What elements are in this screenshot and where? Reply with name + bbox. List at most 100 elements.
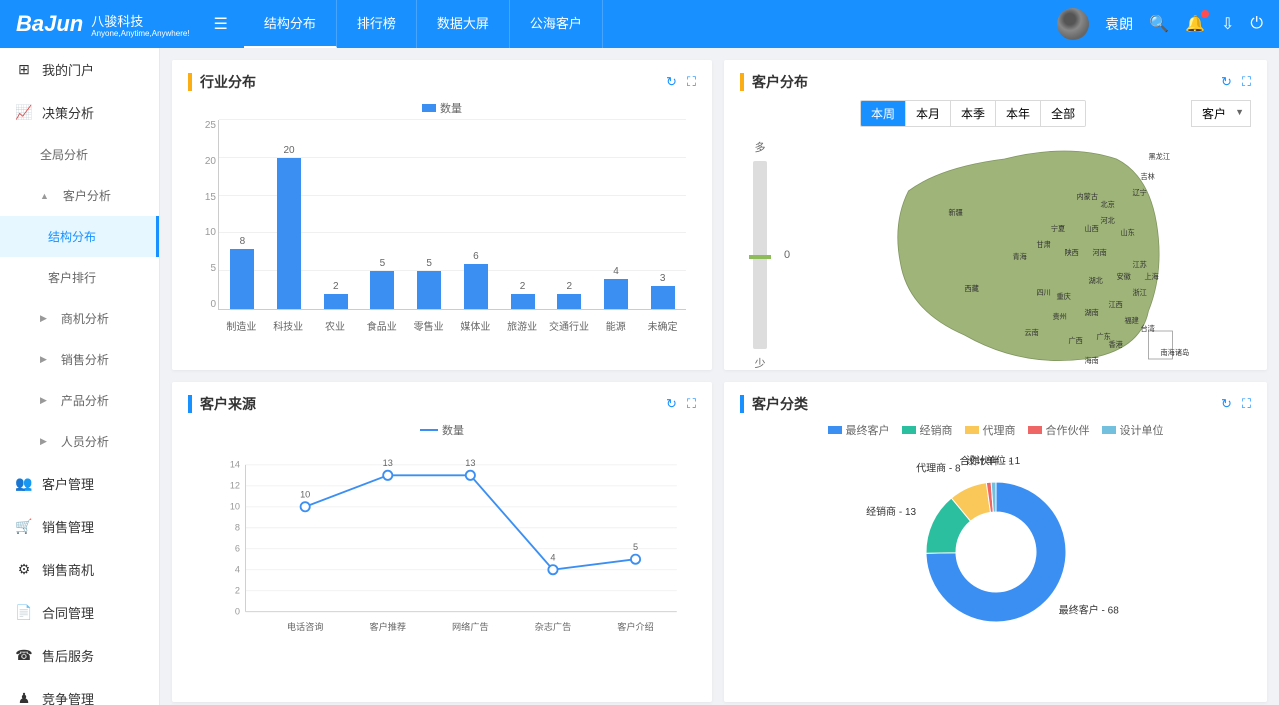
sidebar-subitem[interactable]: 客户排行 [0, 257, 159, 298]
province-label[interactable]: 湖北 [1089, 276, 1103, 285]
province-label[interactable]: 四川 [1037, 288, 1051, 297]
province-label[interactable]: 山东 [1121, 228, 1135, 237]
province-label[interactable]: 内蒙古 [1077, 192, 1099, 201]
province-label[interactable]: 吉林 [1141, 172, 1155, 181]
line-point[interactable] [631, 555, 640, 564]
legend-item[interactable]: 代理商 [965, 422, 1016, 438]
logout-icon[interactable]: ⏻ [1250, 15, 1263, 33]
province-label[interactable]: 陕西 [1065, 248, 1079, 257]
top-tab[interactable]: 排行榜 [337, 0, 417, 48]
province-label[interactable]: 北京 [1101, 200, 1115, 209]
province-label[interactable]: 甘肃 [1037, 240, 1051, 249]
bar-col[interactable]: 2 [546, 120, 593, 309]
province-label[interactable]: 青海 [1013, 252, 1027, 261]
time-range-button[interactable]: 本月 [906, 101, 951, 126]
province-label[interactable]: 香港 [1109, 340, 1124, 349]
province-label[interactable]: 安徽 [1117, 272, 1132, 281]
province-label[interactable]: 西藏 [965, 284, 979, 293]
sidebar-item[interactable]: ☎售后服务 [0, 634, 159, 677]
time-range-button[interactable]: 本周 [861, 101, 906, 126]
sidebar-item[interactable]: ♟竞争管理 [0, 677, 159, 705]
legend-item[interactable]: 设计单位 [1102, 422, 1164, 438]
province-label[interactable]: 南海诸岛 [1161, 348, 1190, 357]
sidebar-item[interactable]: ⊞我的门户 [0, 48, 159, 91]
slider-track[interactable] [753, 161, 767, 349]
expand-icon[interactable]: ⛶ [1242, 396, 1251, 412]
bar-col[interactable]: 5 [406, 120, 453, 309]
sidebar-item[interactable]: 👥客户管理 [0, 462, 159, 505]
panel-title: 客户分类 [752, 394, 808, 414]
province-label[interactable]: 江苏 [1133, 260, 1147, 269]
line-point[interactable] [301, 502, 310, 511]
avatar[interactable] [1057, 8, 1089, 40]
province-label[interactable]: 宁夏 [1051, 224, 1065, 233]
sidebar-subitem[interactable]: 全局分析 [0, 134, 159, 175]
bar-col[interactable]: 2 [312, 120, 359, 309]
expand-icon[interactable]: ⛶ [687, 74, 696, 90]
province-label[interactable]: 湖南 [1085, 308, 1099, 317]
svg-text:4: 4 [235, 564, 240, 574]
sidebar-subitem[interactable]: ▶人员分析 [0, 421, 159, 462]
time-range-button[interactable]: 本年 [996, 101, 1041, 126]
top-tab[interactable]: 结构分布 [244, 0, 337, 48]
line-point[interactable] [548, 565, 557, 574]
province-label[interactable]: 贵州 [1053, 312, 1067, 321]
type-select[interactable]: 客户 [1191, 100, 1251, 127]
sidebar-item[interactable]: 📈决策分析 [0, 91, 159, 134]
download-icon[interactable]: ⇩ [1221, 14, 1234, 34]
search-icon[interactable]: 🔍 [1149, 14, 1169, 34]
sidebar-item[interactable]: 📄合同管理 [0, 591, 159, 634]
bar-col[interactable]: 6 [453, 120, 500, 309]
bar-col[interactable]: 20 [266, 120, 313, 309]
time-range-button[interactable]: 全部 [1041, 101, 1085, 126]
china-map[interactable]: 黑龙江吉林辽宁 内蒙古北京河北山西 山东河南 陕西 宁夏甘肃青海 新疆西藏 四川重庆 湖北 安徽… [790, 135, 1251, 375]
sidebar-item[interactable]: ⚙销售商机 [0, 548, 159, 591]
refresh-icon[interactable]: ↻ [1221, 396, 1232, 412]
sidebar: ⊞我的门户📈决策分析全局分析▲客户分析结构分布客户排行▶商机分析▶销售分析▶产品… [0, 48, 160, 705]
time-range-button[interactable]: 本季 [951, 101, 996, 126]
line-point[interactable] [383, 471, 392, 480]
province-label[interactable]: 江西 [1109, 300, 1123, 309]
panel-title: 行业分布 [200, 72, 256, 92]
province-label[interactable]: 黑龙江 [1149, 152, 1171, 161]
sidebar-subitem[interactable]: ▶产品分析 [0, 380, 159, 421]
notification-icon[interactable]: 🔔 [1185, 14, 1205, 34]
legend-item[interactable]: 经销商 [902, 422, 953, 438]
sidebar-subitem[interactable]: ▲客户分析 [0, 175, 159, 216]
province-label[interactable]: 福建 [1125, 316, 1139, 325]
province-label[interactable]: 山西 [1085, 224, 1099, 233]
menu-toggle-icon[interactable]: ☰ [214, 14, 228, 34]
province-label[interactable]: 浙江 [1133, 288, 1147, 297]
bar-col[interactable]: 4 [593, 120, 640, 309]
province-label[interactable]: 广西 [1069, 336, 1083, 345]
top-tab[interactable]: 公海客户 [510, 0, 603, 48]
sidebar-subitem[interactable]: ▶销售分析 [0, 339, 159, 380]
province-label[interactable]: 台湾 [1141, 324, 1155, 333]
top-tab[interactable]: 数据大屏 [417, 0, 510, 48]
province-label[interactable]: 上海 [1145, 272, 1159, 281]
sidebar-item[interactable]: 🛒销售管理 [0, 505, 159, 548]
expand-icon[interactable]: ⛶ [687, 396, 696, 412]
refresh-icon[interactable]: ↻ [1221, 74, 1232, 90]
bar-col[interactable]: 3 [639, 120, 686, 309]
legend-item[interactable]: 合作伙伴 [1028, 422, 1090, 438]
refresh-icon[interactable]: ↻ [666, 396, 677, 412]
bar-col[interactable]: 2 [499, 120, 546, 309]
province-label[interactable]: 云南 [1025, 328, 1039, 337]
province-label[interactable]: 辽宁 [1133, 188, 1147, 197]
province-label[interactable]: 河南 [1093, 248, 1107, 257]
sidebar-subitem[interactable]: 结构分布 [0, 216, 159, 257]
province-label[interactable]: 重庆 [1057, 292, 1071, 301]
province-label[interactable]: 海南 [1085, 356, 1099, 365]
line-point[interactable] [466, 471, 475, 480]
bar-col[interactable]: 8 [219, 120, 266, 309]
expand-icon[interactable]: ⛶ [1242, 74, 1251, 90]
province-label[interactable]: 河北 [1101, 216, 1115, 225]
legend-item[interactable]: 最终客户 [828, 422, 890, 438]
username[interactable]: 袁朗 [1105, 14, 1133, 34]
caret-icon: ▶ [40, 313, 47, 324]
province-label[interactable]: 新疆 [949, 208, 963, 217]
sidebar-subitem[interactable]: ▶商机分析 [0, 298, 159, 339]
refresh-icon[interactable]: ↻ [666, 74, 677, 90]
bar-col[interactable]: 5 [359, 120, 406, 309]
